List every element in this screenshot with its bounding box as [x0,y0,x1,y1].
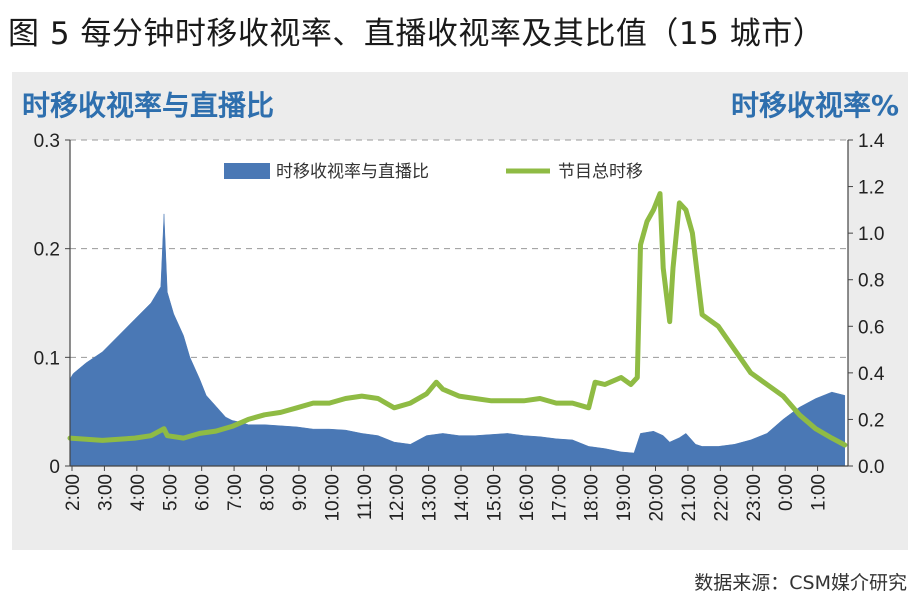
x-tick-label: 21:00 [679,474,700,522]
left-tick-label: 0 [49,457,60,478]
right-axis-title: 时移收视率% [730,89,899,122]
legend-label-area: 时移收视率与直播比 [276,162,429,182]
x-tick-label: 1:00 [809,474,830,511]
left-tick-label: 0.3 [34,131,60,152]
x-tick-label: 3:00 [95,474,116,511]
x-tick-label: 16:00 [517,474,538,522]
x-tick-label: 22:00 [711,474,732,522]
x-tick-label: 10:00 [322,474,343,522]
left-tick-label: 0.2 [34,240,60,261]
right-tick-label: 0.8 [858,271,884,292]
right-tick-label: 1.2 [858,178,884,199]
x-tick-label: 15:00 [484,474,505,522]
right-tick-label: 0.6 [858,317,884,338]
x-tick-label: 20:00 [647,474,668,522]
x-tick-label: 18:00 [582,474,603,522]
x-tick-label: 4:00 [128,474,149,511]
figure-title: 图 5 每分钟时移收视率、直播收视率及其比值（15 城市） [8,16,825,52]
x-tick-label: 6:00 [193,474,214,511]
right-tick-label: 0.0 [858,457,884,478]
right-tick-label: 1.4 [858,131,885,152]
area-series-ratio [69,213,846,467]
right-tick-label: 1.0 [858,224,884,245]
x-tick-label: 23:00 [744,474,765,522]
x-tick-label: 14:00 [452,474,473,522]
legend-swatch-area [224,163,270,179]
line-series-total-timeshift [67,191,848,448]
left-tick-label: 0.1 [34,348,60,369]
x-tick-label: 7:00 [225,474,246,511]
x-tick-label: 12:00 [387,474,408,522]
left-axis-title: 时移收视率与直播比 [22,89,275,122]
source-note: 数据来源：CSM媒介研究 [694,572,907,594]
x-tick-label: 9:00 [290,474,311,511]
x-tick-label: 8:00 [258,474,279,511]
right-tick-label: 0.4 [858,364,885,385]
x-tick-label: 17:00 [549,474,570,522]
x-tick-label: 11:00 [355,474,376,520]
x-tick-label: 2:00 [63,474,84,511]
right-tick-label: 0.2 [858,410,884,431]
x-tick-label: 0:00 [776,474,797,511]
x-tick-label: 5:00 [160,474,181,511]
x-tick-label: 19:00 [614,474,635,522]
legend-label-line: 节目总时移 [558,162,643,182]
x-tick-label: 13:00 [420,474,441,522]
